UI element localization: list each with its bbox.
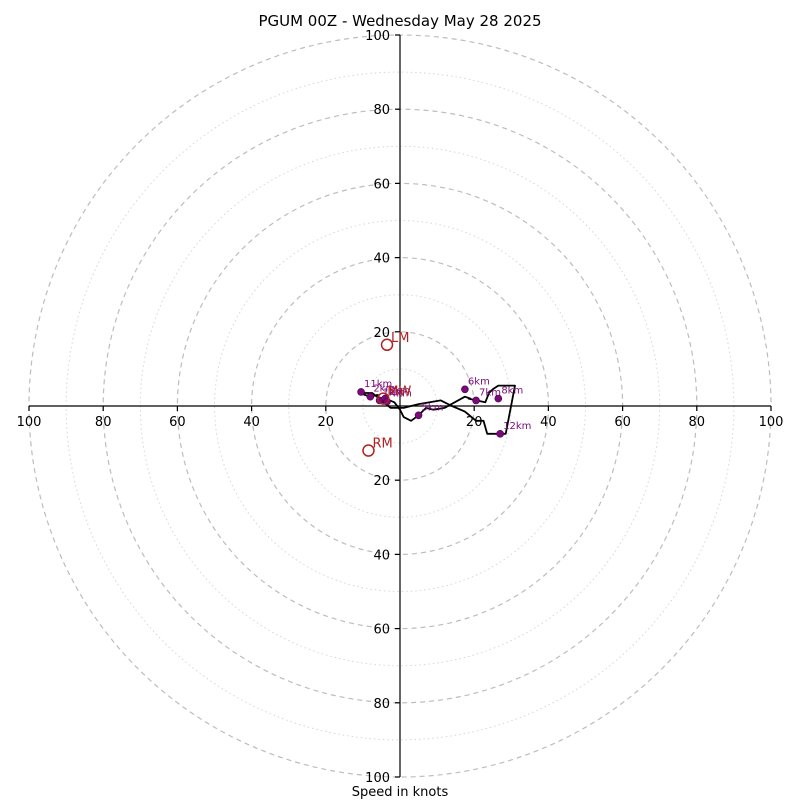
- storm-motion-lm-circle: [380, 338, 394, 352]
- height-marker-point: [414, 411, 423, 420]
- x-tick-label-right: 100: [759, 415, 784, 430]
- x-tick-label-left: 20: [318, 415, 335, 430]
- storm-motion-markers: LM MW RM: [362, 331, 412, 457]
- height-marker-label: 12km: [503, 421, 531, 432]
- x-tick-label-right: 20: [466, 415, 483, 430]
- storm-motion-mw-circle: [377, 392, 390, 405]
- y-tick-label-bottom: 100: [365, 771, 390, 786]
- height-marker-point: [461, 385, 469, 394]
- height-marker-label: 4km: [390, 389, 412, 400]
- height-marker-point: [472, 396, 480, 405]
- y-tick-label-bottom: 60: [373, 623, 390, 638]
- y-tick-label-bottom: 40: [373, 548, 390, 563]
- height-marker-label: 1km: [383, 387, 405, 398]
- storm-motion-rm-label: RM: [372, 437, 392, 452]
- height-marker-label: 3km: [388, 386, 410, 397]
- x-tick-label-left: 80: [95, 415, 112, 430]
- height-marker-point: [366, 392, 375, 401]
- x-tick-label-right: 60: [614, 415, 631, 430]
- y-tick-label-top: 60: [373, 177, 390, 192]
- height-marker-label: 11km: [364, 379, 392, 390]
- axes: [29, 35, 771, 777]
- x-tick-label-left: 40: [243, 415, 260, 430]
- height-marker-label: 8km: [501, 386, 523, 397]
- storm-motion-lm-label: LM: [391, 331, 409, 346]
- height-marker-point: [494, 394, 503, 403]
- height-marker-point: [496, 430, 504, 438]
- chart-title: PGUM 00Z - Wednesday May 28 2025: [258, 12, 541, 30]
- x-tick-label-left: 100: [17, 415, 42, 430]
- height-marker-label: 6km: [468, 376, 490, 387]
- storm-motion-mw-label: MW: [387, 385, 411, 400]
- x-tick-label-left: 60: [169, 415, 186, 430]
- height-marker-label: 7km: [479, 387, 501, 398]
- y-tick-label-top: 40: [373, 252, 390, 267]
- tick-labels: 20 20 20 20 40 40 40 40 60 60 60 60 80 80 80 80 100 100 10…: [17, 29, 784, 786]
- y-tick-label-top: 20: [373, 326, 390, 341]
- y-tick-label-top: 100: [365, 29, 390, 44]
- y-tick-label-bottom: 20: [373, 474, 390, 489]
- height-marker-point: [357, 388, 365, 396]
- x-tick-label-right: 80: [689, 415, 706, 430]
- y-tick-label-top: 80: [373, 103, 390, 118]
- height-marker-label: 5km: [422, 402, 444, 413]
- x-axis-label: Speed in knots: [352, 785, 449, 800]
- y-tick-label-bottom: 80: [373, 697, 390, 712]
- storm-motion-rm-circle: [362, 444, 375, 457]
- height-marker-label: 2km: [373, 384, 395, 395]
- x-tick-label-right: 40: [540, 415, 557, 430]
